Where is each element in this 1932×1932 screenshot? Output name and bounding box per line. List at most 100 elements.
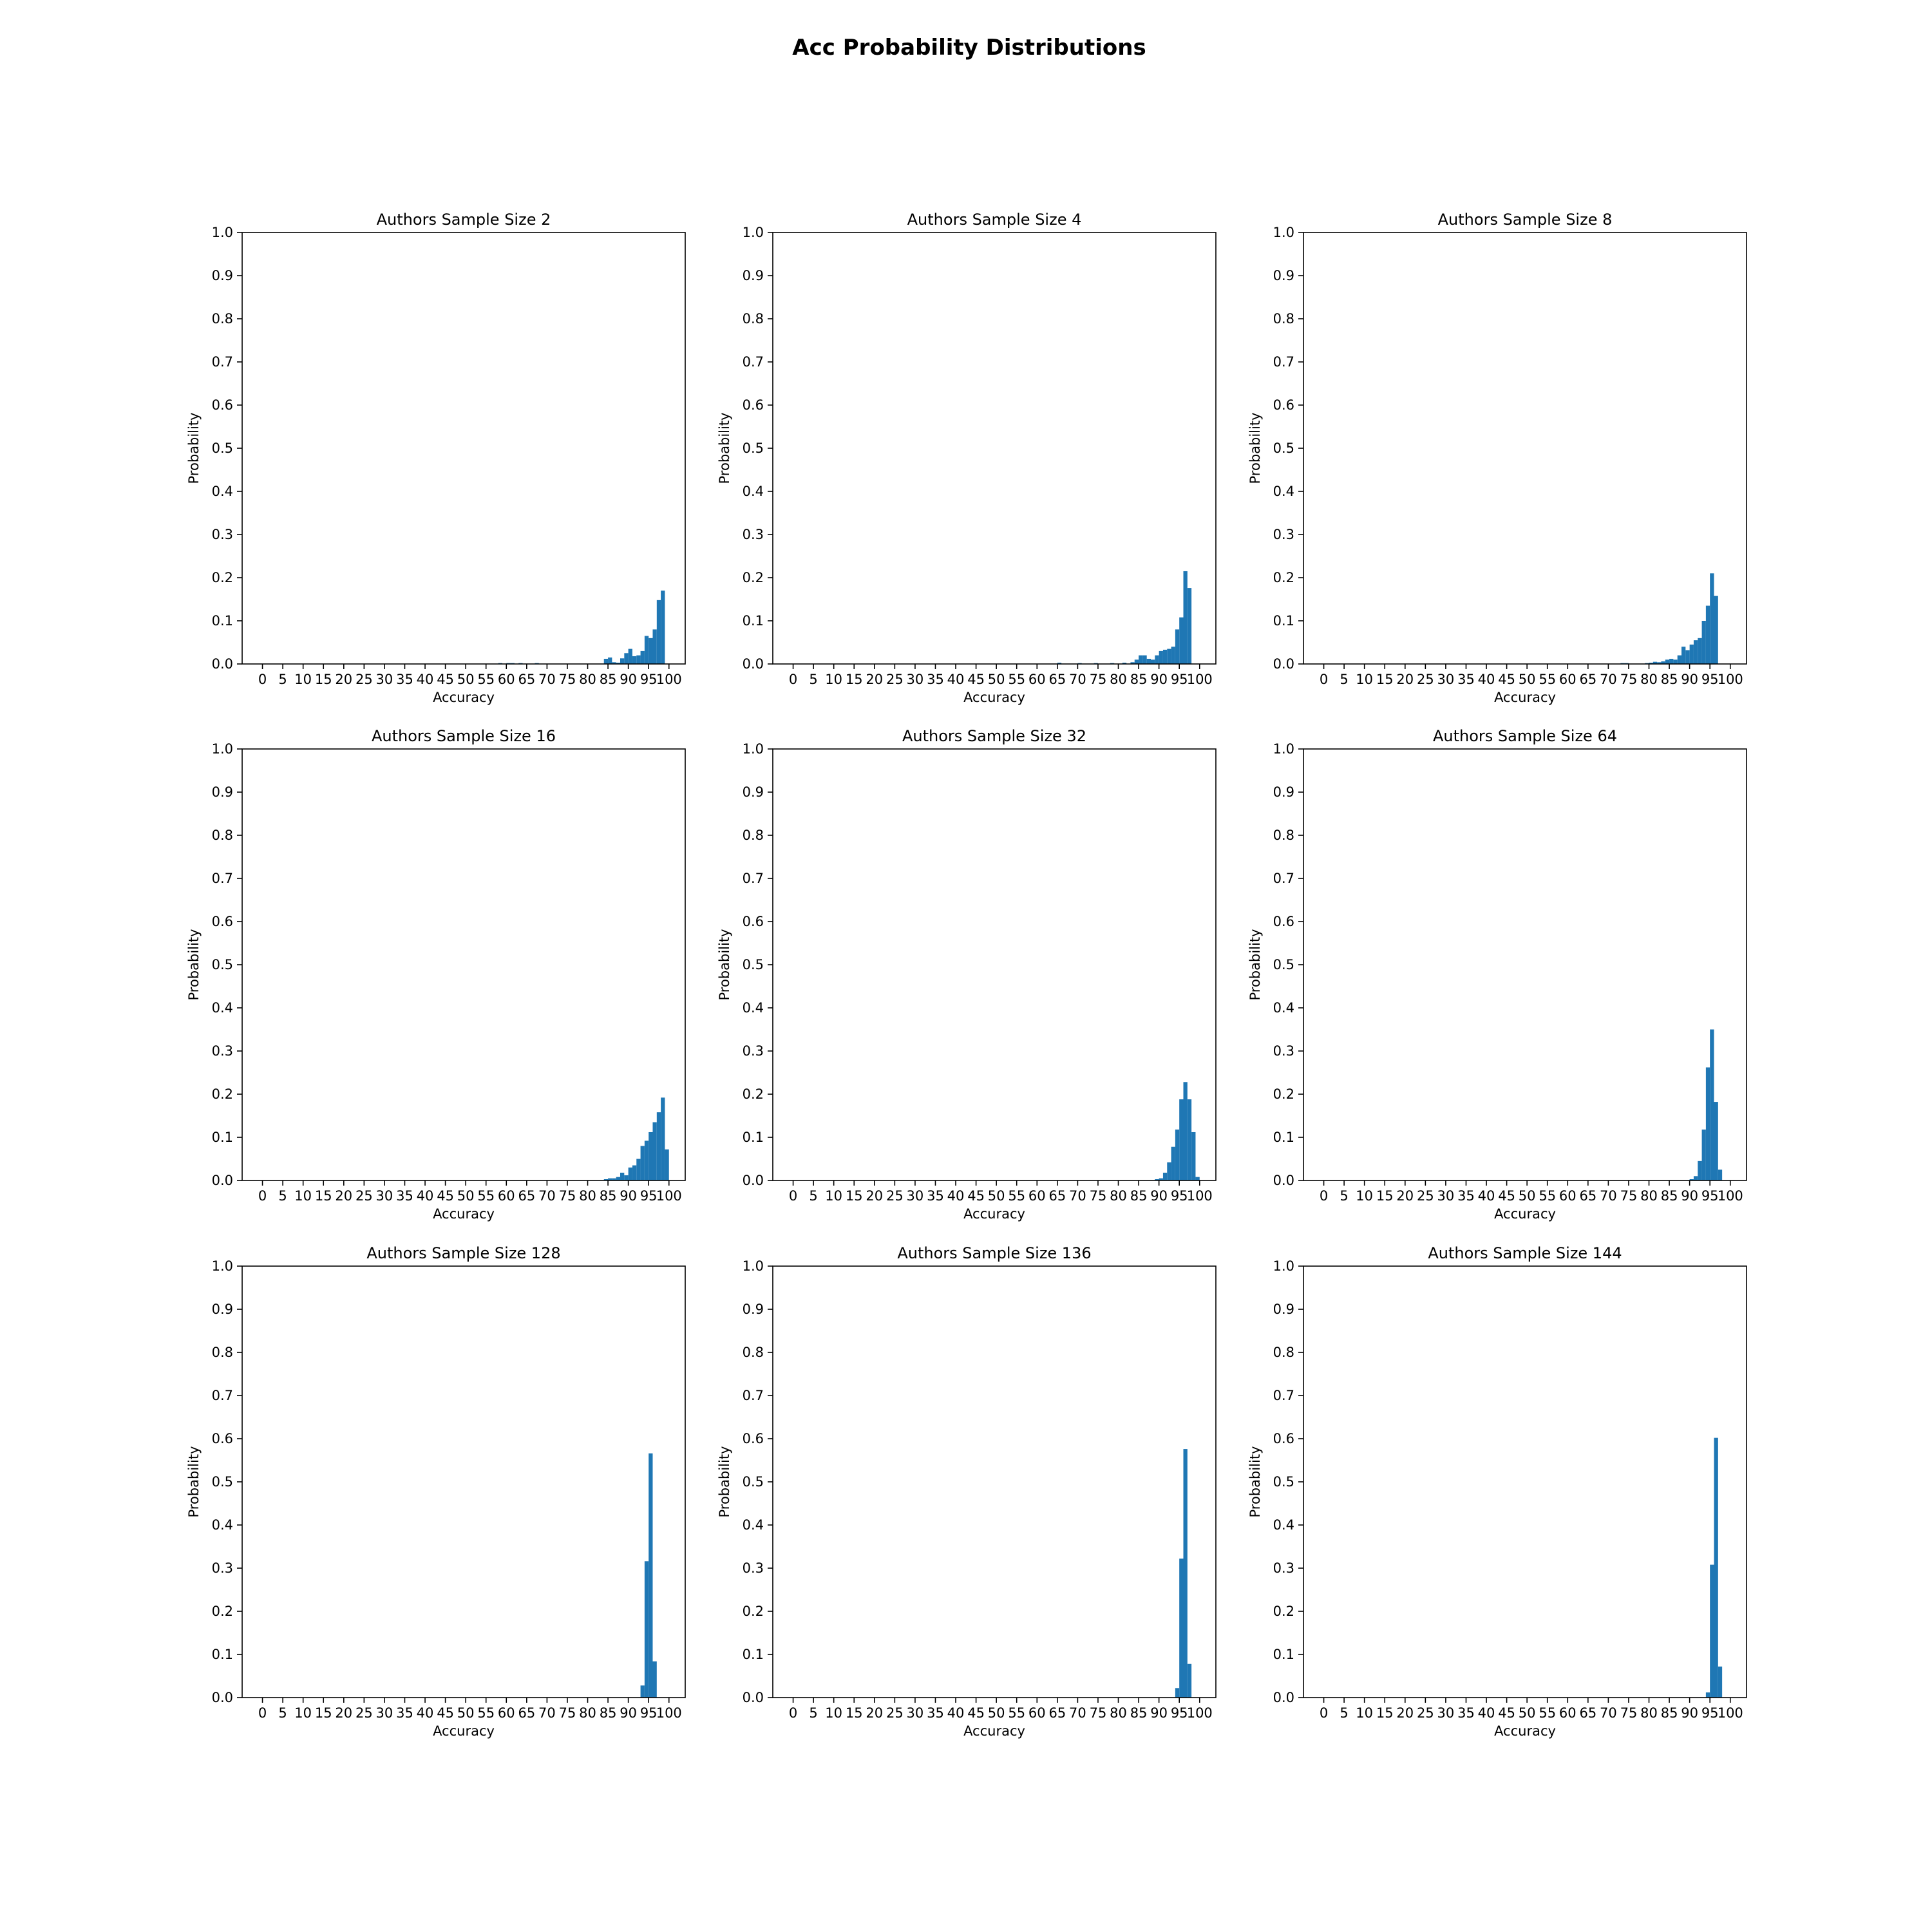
x-axis-label: Accuracy: [433, 690, 495, 705]
subplot-grid: 0 5 10 15 20 25 30 35 40 45 50 55 60 65 70 75 80 85 90 9510…: [186, 211, 1747, 1739]
x-tick-label: 30: [376, 1188, 393, 1204]
x-tick-label: 95: [1701, 1188, 1719, 1204]
x-tick-label: 90: [1150, 1705, 1168, 1721]
x-tick-label: 40: [417, 1188, 434, 1204]
x-tick-label: 35: [396, 672, 413, 687]
x-tick-label: 25: [355, 672, 373, 687]
x-tick-label: 35: [396, 1705, 413, 1721]
histogram-bar: [1162, 1172, 1168, 1180]
x-tick-label: 10: [1356, 672, 1373, 687]
y-tick-label: 0.3: [743, 1043, 764, 1059]
x-tick-label: 95: [1171, 1705, 1188, 1721]
x-tick-label: 80: [1110, 1705, 1127, 1721]
histogram-bar: [1175, 1129, 1180, 1180]
y-tick-label: 0.1: [212, 1647, 233, 1662]
x-tick-label: 15: [1376, 672, 1394, 687]
x-tick-label: 80: [579, 1705, 596, 1721]
x-tick-label: 30: [1437, 1705, 1455, 1721]
x-tick-label: 20: [866, 1188, 883, 1204]
y-tick-label: 0.1: [212, 613, 233, 629]
histogram-bar: [1146, 658, 1151, 664]
x-tick-label: 35: [927, 1188, 944, 1204]
x-tick-label: 0: [258, 672, 267, 687]
histogram-bar: [1710, 573, 1714, 664]
y-axis-label: Probability: [717, 412, 732, 484]
y-tick-label: 0.4: [743, 484, 764, 499]
histogram-bar: [1693, 1176, 1698, 1180]
y-tick-label: 0.3: [1273, 1560, 1294, 1576]
x-tick-label: 10: [825, 1188, 842, 1204]
histogram-bar: [636, 655, 641, 664]
x-tick-label: 80: [1110, 1188, 1127, 1204]
histogram-bar: [1701, 621, 1706, 664]
y-tick-label: 0.2: [743, 570, 764, 585]
x-tick-label: 70: [538, 1705, 556, 1721]
histogram-bar: [632, 1165, 637, 1180]
x-tick-label: 95: [1701, 672, 1719, 687]
subplot-9: 0 5 10 15 20 25 30 35 40 45 50 55 60 65 70 75 80 85 90 9510…: [1247, 1244, 1747, 1739]
histogram-bar: [1661, 661, 1665, 664]
x-tick-label: 20: [335, 1705, 352, 1721]
x-axis-label: Accuracy: [1494, 1206, 1556, 1222]
histogram-bar: [1167, 1162, 1171, 1180]
x-tick-label: 75: [1620, 1188, 1638, 1204]
histogram-bar: [649, 1132, 653, 1180]
x-tick-label: 75: [1090, 1188, 1107, 1204]
histogram-bar: [616, 662, 621, 664]
histogram-bar: [656, 1112, 661, 1180]
y-tick-label: 0.1: [1273, 613, 1294, 629]
x-tick-label: 40: [1478, 1188, 1495, 1204]
subplot-title: Authors Sample Size 128: [366, 1244, 560, 1262]
x-tick-label: 95: [640, 1705, 658, 1721]
y-tick-label: 0.8: [212, 1345, 233, 1360]
x-tick-label: 15: [1376, 1188, 1394, 1204]
x-tick-label: 30: [376, 672, 393, 687]
histogram-bar: [1179, 1099, 1184, 1180]
subplot-title: Authors Sample Size 4: [907, 211, 1082, 229]
y-tick-label: 0.5: [1273, 440, 1294, 456]
subplot-title: Authors Sample Size 64: [1433, 727, 1617, 745]
histogram-bar: [612, 662, 616, 664]
y-tick-label: 0.4: [1273, 1517, 1294, 1533]
x-tick-label: 35: [1457, 1705, 1475, 1721]
x-tick-label: 60: [1559, 1188, 1577, 1204]
histogram-bar: [1710, 1029, 1714, 1180]
histogram-bar: [1139, 655, 1143, 664]
subplot-title: Authors Sample Size 136: [897, 1244, 1091, 1262]
y-tick-label: 0.4: [743, 1000, 764, 1016]
x-tick-label: 20: [1396, 1705, 1414, 1721]
x-axis-label: Accuracy: [433, 1723, 495, 1739]
x-tick-label: 15: [1376, 1705, 1394, 1721]
x-tick-label: 85: [1130, 672, 1148, 687]
histogram-bar: [1171, 647, 1175, 664]
x-tick-label: 80: [1640, 672, 1658, 687]
x-tick-label: 55: [1539, 672, 1556, 687]
x-tick-label: 100: [656, 1188, 682, 1204]
histogram-bar: [1057, 662, 1062, 664]
figure-title: Acc Probability Distributions: [792, 35, 1146, 61]
x-tick-label: 70: [1069, 1705, 1086, 1721]
x-tick-label: 20: [335, 1188, 352, 1204]
y-axis-label: Probability: [186, 412, 202, 484]
x-tick-label: 55: [477, 1705, 495, 1721]
x-tick-label: 80: [1640, 1188, 1658, 1204]
y-tick-label: 0.2: [212, 1086, 233, 1102]
histogram-bar: [1122, 662, 1127, 664]
y-tick-label: 0.3: [212, 1043, 233, 1059]
y-tick-label: 0.9: [743, 268, 764, 283]
subplot-title: Authors Sample Size 8: [1438, 211, 1613, 229]
x-tick-label: 100: [656, 1705, 682, 1721]
y-axis-label: Probability: [1247, 929, 1263, 1000]
histogram-bar: [1159, 1178, 1163, 1180]
x-tick-label: 85: [1130, 1705, 1148, 1721]
y-axis-label: Probability: [1247, 1446, 1263, 1517]
y-tick-label: 0.1: [212, 1130, 233, 1145]
x-tick-label: 40: [1478, 672, 1495, 687]
histogram-bar: [1718, 1170, 1723, 1180]
histogram-bar: [1710, 1564, 1714, 1698]
x-tick-label: 20: [866, 672, 883, 687]
x-tick-label: 50: [1519, 672, 1536, 687]
x-tick-label: 50: [1519, 1705, 1536, 1721]
x-tick-label: 80: [579, 672, 596, 687]
histogram-bar: [1677, 655, 1682, 664]
